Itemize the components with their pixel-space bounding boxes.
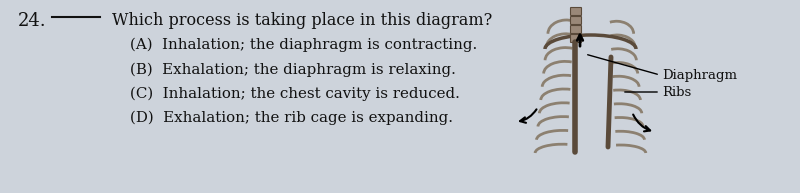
- Text: (C)  Inhalation; the chest cavity is reduced.: (C) Inhalation; the chest cavity is redu…: [130, 87, 460, 101]
- FancyBboxPatch shape: [570, 8, 582, 15]
- Text: Which process is taking place in this diagram?: Which process is taking place in this di…: [112, 12, 492, 29]
- Text: Ribs: Ribs: [662, 85, 691, 98]
- Text: (B)  Exhalation; the diaphragm is relaxing.: (B) Exhalation; the diaphragm is relaxin…: [130, 63, 456, 77]
- Text: (A)  Inhalation; the diaphragm is contracting.: (A) Inhalation; the diaphragm is contrac…: [130, 38, 478, 52]
- FancyBboxPatch shape: [570, 16, 582, 25]
- Text: Diaphragm: Diaphragm: [662, 69, 737, 81]
- Text: (D)  Exhalation; the rib cage is expanding.: (D) Exhalation; the rib cage is expandin…: [130, 111, 453, 125]
- Text: 24.: 24.: [18, 12, 46, 30]
- FancyBboxPatch shape: [570, 35, 582, 42]
- FancyBboxPatch shape: [570, 25, 582, 34]
